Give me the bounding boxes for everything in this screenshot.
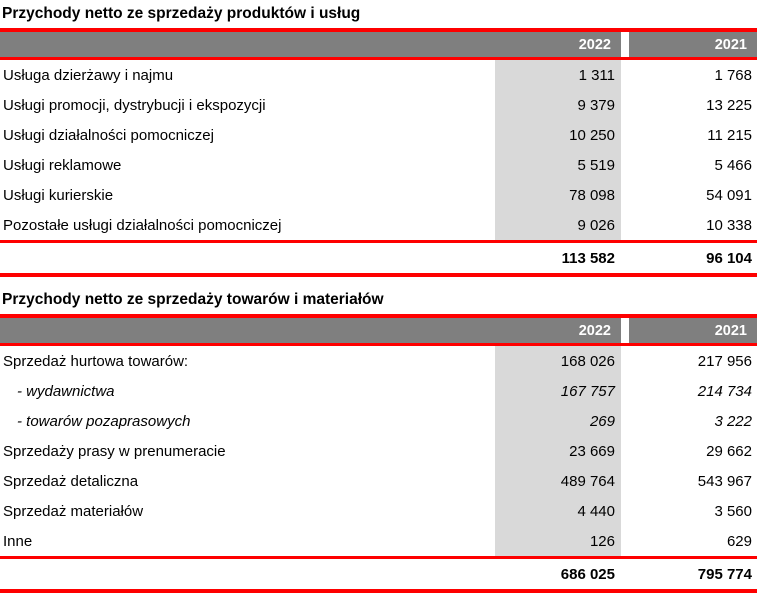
column-gap xyxy=(621,150,629,180)
table-row: Inne 126 629 xyxy=(0,526,757,556)
table-goods-materials: Przychody netto ze sprzedaży towarów i m… xyxy=(0,286,757,593)
column-gap xyxy=(621,32,629,57)
row-label: Sprzedaż detaliczna xyxy=(3,472,139,490)
divider-top xyxy=(0,28,757,32)
divider-above-total xyxy=(0,556,757,559)
row-label: - towarów pozaprasowych xyxy=(17,412,191,430)
divider-under-header xyxy=(0,57,757,60)
column-gap xyxy=(621,243,629,273)
value-2021: 1 768 xyxy=(714,66,752,84)
value-2022: 9 379 xyxy=(495,90,621,120)
value-2022: 489 764 xyxy=(495,466,621,496)
value-2022: 5 519 xyxy=(495,150,621,180)
divider-bottom xyxy=(0,589,757,593)
total-2021: 96 104 xyxy=(706,249,752,267)
value-2022: 78 098 xyxy=(495,180,621,210)
total-spacer xyxy=(0,243,495,273)
value-2021: 629 xyxy=(726,532,752,550)
table-header: 2022 2021 xyxy=(0,32,757,57)
header-spacer xyxy=(0,32,495,57)
row-label: Usługi działalności pomocniczej xyxy=(3,126,214,144)
table-row: Sprzedaży prasy w prenumeracie 23 669 29… xyxy=(0,436,757,466)
total-2021: 795 774 xyxy=(697,565,752,583)
table-row: Pozostałe usługi działalności pomocnicze… xyxy=(0,210,757,240)
value-2022: 4 440 xyxy=(495,496,621,526)
value-2022: 168 026 xyxy=(495,346,621,376)
value-2022: 167 757 xyxy=(495,376,621,406)
column-gap xyxy=(621,436,629,466)
value-2022: 9 026 xyxy=(495,210,621,240)
table-subrow: - towarów pozaprasowych 269 3 222 xyxy=(0,406,757,436)
table-row: Usługi kurierskie 78 098 54 091 xyxy=(0,180,757,210)
column-gap xyxy=(621,120,629,150)
col-header-2021: 2021 xyxy=(629,32,757,57)
value-2021: 3 560 xyxy=(714,502,752,520)
row-label: Usługi reklamowe xyxy=(3,156,122,174)
table-row: Usługi promocji, dystrybucji i ekspozycj… xyxy=(0,90,757,120)
total-row: 686 025 795 774 xyxy=(0,559,757,589)
row-label: Sprzedaż materiałów xyxy=(3,502,144,520)
value-2022: 269 xyxy=(495,406,621,436)
value-2021: 3 222 xyxy=(714,412,752,430)
row-label: Usługa dzierżawy i najmu xyxy=(3,66,174,84)
value-2022: 10 250 xyxy=(495,120,621,150)
column-gap xyxy=(621,210,629,240)
row-label: Pozostałe usługi działalności pomocnicze… xyxy=(3,216,282,234)
column-gap xyxy=(621,346,629,376)
row-label: Sprzedaży prasy w prenumeracie xyxy=(3,442,226,460)
divider-above-total xyxy=(0,240,757,243)
value-2021: 54 091 xyxy=(706,186,752,204)
row-label: Usługi promocji, dystrybucji i ekspozycj… xyxy=(3,96,266,114)
section-title: Przychody netto ze sprzedaży produktów i… xyxy=(2,5,361,22)
table-row: Usługi działalności pomocniczej 10 250 1… xyxy=(0,120,757,150)
value-2021: 5 466 xyxy=(714,156,752,174)
column-gap xyxy=(621,180,629,210)
column-gap xyxy=(621,376,629,406)
divider-under-header xyxy=(0,343,757,346)
table-row: Usługa dzierżawy i najmu 1 311 1 768 xyxy=(0,60,757,90)
column-gap xyxy=(621,496,629,526)
total-2022: 686 025 xyxy=(495,559,621,589)
row-label: Inne xyxy=(3,532,33,550)
value-2021: 29 662 xyxy=(706,442,752,460)
column-gap xyxy=(621,526,629,556)
header-spacer xyxy=(0,318,495,343)
table-row: Usługi reklamowe 5 519 5 466 xyxy=(0,150,757,180)
table-row: Sprzedaż detaliczna 489 764 543 967 xyxy=(0,466,757,496)
column-gap xyxy=(621,559,629,589)
value-2021: 10 338 xyxy=(706,216,752,234)
divider-top xyxy=(0,314,757,318)
row-label: Usługi kurierskie xyxy=(3,186,114,204)
value-2021: 13 225 xyxy=(706,96,752,114)
divider-bottom xyxy=(0,273,757,277)
total-2022: 113 582 xyxy=(495,243,621,273)
column-gap xyxy=(621,60,629,90)
row-label: - wydawnictwa xyxy=(17,382,115,400)
column-gap xyxy=(621,466,629,496)
table-row: Sprzedaż hurtowa towarów: 168 026 217 95… xyxy=(0,346,757,376)
col-header-2021: 2021 xyxy=(629,318,757,343)
col-header-2022: 2022 xyxy=(495,318,621,343)
value-2021: 11 215 xyxy=(707,126,752,144)
row-label: Sprzedaż hurtowa towarów: xyxy=(3,352,189,370)
column-gap xyxy=(621,406,629,436)
table-row: Sprzedaż materiałów 4 440 3 560 xyxy=(0,496,757,526)
col-header-2022: 2022 xyxy=(495,32,621,57)
column-gap xyxy=(621,90,629,120)
section-title: Przychody netto ze sprzedaży towarów i m… xyxy=(2,291,384,308)
table-subrow: - wydawnictwa 167 757 214 734 xyxy=(0,376,757,406)
table-header: 2022 2021 xyxy=(0,318,757,343)
value-2022: 1 311 xyxy=(495,60,621,90)
value-2021: 214 734 xyxy=(697,382,752,400)
value-2022: 23 669 xyxy=(495,436,621,466)
total-spacer xyxy=(0,559,495,589)
value-2021: 217 956 xyxy=(697,352,752,370)
total-row: 113 582 96 104 xyxy=(0,243,757,273)
value-2021: 543 967 xyxy=(697,472,752,490)
table-products-services: Przychody netto ze sprzedaży produktów i… xyxy=(0,0,757,277)
column-gap xyxy=(621,318,629,343)
value-2022: 126 xyxy=(495,526,621,556)
